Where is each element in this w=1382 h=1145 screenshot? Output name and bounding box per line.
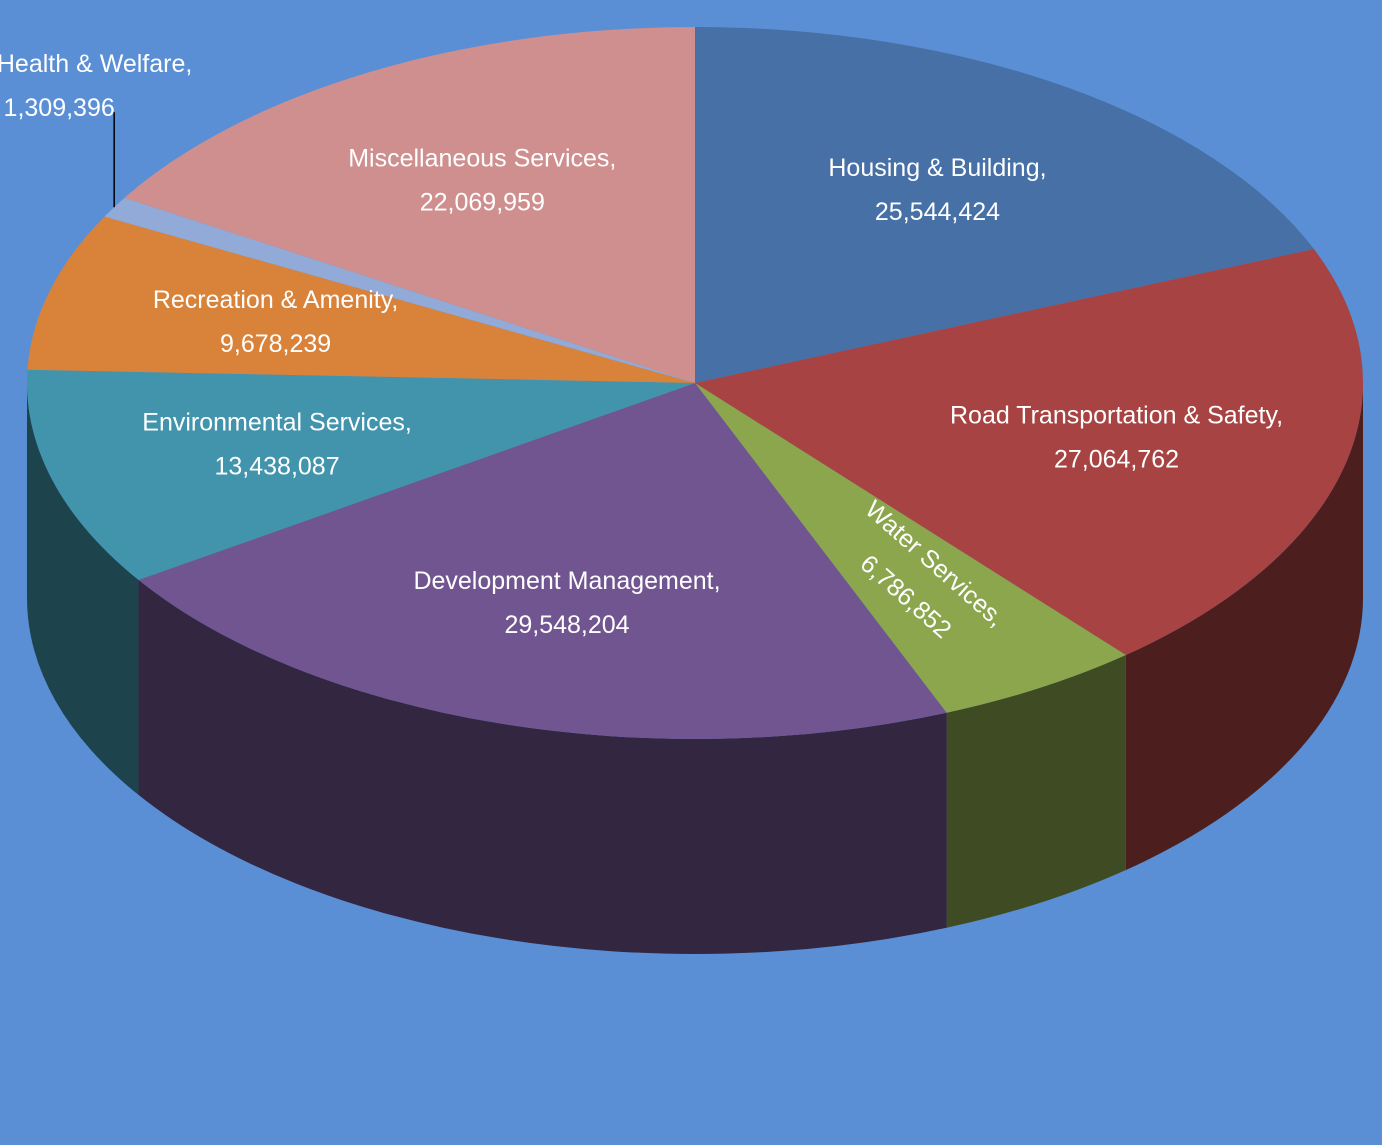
value-label: 1,309,396 [4, 94, 115, 122]
slice [695, 249, 1364, 656]
slice-side [1125, 383, 1363, 871]
category-label: Miscellaneous Services, [348, 144, 616, 172]
slice [138, 383, 947, 739]
data-label: Recreation & Amenity, 9,678,239 [153, 286, 398, 358]
data-label: Environmental Services, 13,438,087 [142, 408, 412, 480]
slice [695, 383, 1126, 713]
category-label: Educ, Health & Welfare, [0, 50, 192, 78]
slice [104, 197, 696, 383]
slice-side [138, 579, 947, 954]
category-label: Road Transportation & Safety, [950, 401, 1283, 429]
slice-side [946, 655, 1126, 928]
value-label: 27,064,762 [1054, 445, 1179, 473]
data-label: Miscellaneous Services, 22,069,959 [348, 144, 616, 216]
category-label: Development Management, [413, 567, 720, 595]
value-label: 29,548,204 [504, 611, 629, 639]
value-label: 22,069,959 [420, 188, 545, 216]
category-label: Housing & Building, [828, 154, 1046, 182]
value-label: 13,438,087 [214, 452, 339, 480]
data-label: Development Management, 29,548,204 [413, 567, 720, 639]
slice-side [27, 383, 139, 795]
value-label: 25,544,424 [875, 198, 1000, 226]
data-label: Road Transportation & Safety, 27,064,762 [950, 401, 1283, 473]
slice [27, 216, 696, 383]
value-label: 9,678,239 [220, 330, 331, 358]
data-label: Housing & Building, 25,544,424 [828, 154, 1046, 226]
category-label: Recreation & Amenity, [153, 286, 398, 314]
data-label: Educ, Health & Welfare, 1,309,396 [0, 50, 192, 122]
category-label: Environmental Services, [142, 408, 412, 436]
slice [27, 369, 696, 580]
slice [124, 26, 695, 383]
slice [695, 27, 1314, 383]
